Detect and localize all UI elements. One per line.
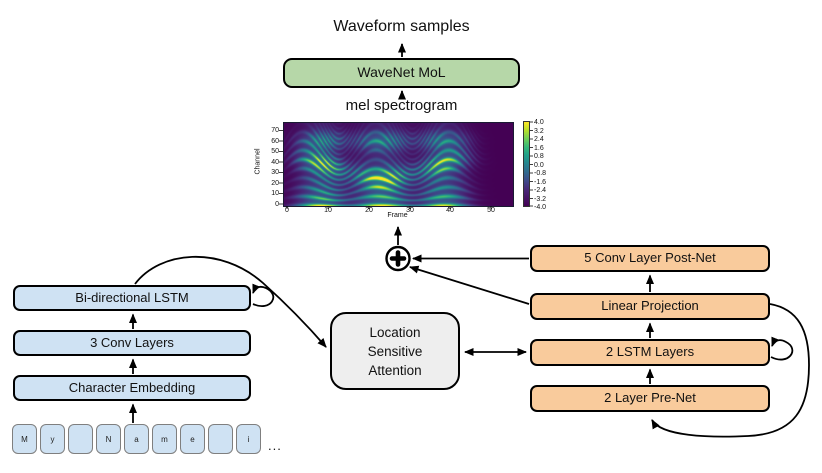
bilstm-recurrent-loop <box>252 283 275 307</box>
feedback-linearprojection-to-prenet <box>651 303 810 438</box>
x-tick: 30 <box>406 207 414 214</box>
colorbar <box>523 121 530 207</box>
token-box <box>68 424 93 454</box>
wavenet-mol-node: WaveNet MoL <box>283 58 520 88</box>
y-tick: 20 <box>271 179 279 187</box>
conv-layers-node: 3 Conv Layers <box>13 330 251 356</box>
x-tick: 0 <box>285 207 289 214</box>
cbar-tick: -1.6 <box>534 178 547 186</box>
token-box: M <box>12 424 37 454</box>
waveform-samples-label: Waveform samples <box>333 18 470 35</box>
conv-layers-label: 3 Conv Layers <box>90 334 174 350</box>
character-embedding-label: Character Embedding <box>68 379 196 395</box>
bidirectional-lstm-node: Bi-directional LSTM <box>13 285 251 311</box>
x-tick: 10 <box>324 207 332 214</box>
x-tick: 20 <box>365 207 373 214</box>
cbar-tick: -2.4 <box>534 187 547 194</box>
y-tick: 0 <box>275 200 279 208</box>
postnet-label: 5 Conv Layer Post-Net <box>584 250 716 266</box>
linear-projection-node: Linear Projection <box>530 293 770 320</box>
mel-spectrogram-label: mel spectrogram <box>345 97 458 114</box>
token-box: i <box>236 424 261 454</box>
mel-spectrogram-heatmap <box>283 122 514 207</box>
y-tick: 10 <box>271 190 279 197</box>
cbar-tick: 4.0 <box>534 119 544 126</box>
attention-label-line1: Location <box>369 324 421 340</box>
lstm-layers-node: 2 LSTM Layers <box>530 339 770 366</box>
character-embedding-node: Character Embedding <box>13 375 251 401</box>
cbar-tick: 2.4 <box>534 136 544 143</box>
token-box: N <box>96 424 121 454</box>
token-box: a <box>124 424 149 454</box>
attention-label-line3: Attention <box>368 362 422 378</box>
spectrogram-y-axis-title: Channel <box>254 148 262 175</box>
arrow-linearprojection-to-sum <box>409 265 530 305</box>
wavenet-mol-label: WaveNet MoL <box>357 64 446 81</box>
cbar-tick: 1.6 <box>534 144 544 152</box>
token-box: e <box>180 424 205 454</box>
x-tick: 50 <box>487 207 495 214</box>
linear-projection-label: Linear Projection <box>601 298 699 314</box>
bidirectional-lstm-label: Bi-directional LSTM <box>75 289 189 305</box>
y-tick: 30 <box>271 169 279 176</box>
cbar-tick: -4.0 <box>534 204 547 211</box>
sum-plus-icon <box>385 245 411 272</box>
y-tick: 70 <box>271 127 279 134</box>
prenet-label: 2 Layer Pre-Net <box>604 390 696 406</box>
token-box: m <box>152 424 177 454</box>
token-ellipsis: ... <box>268 438 282 453</box>
y-tick: 40 <box>271 158 279 166</box>
lstm-recurrent-loop <box>770 336 794 361</box>
x-tick: 40 <box>446 207 454 214</box>
cbar-tick: 3.2 <box>534 127 544 135</box>
cbar-tick: 0.8 <box>534 153 544 160</box>
cbar-tick: -3.2 <box>534 195 547 203</box>
prenet-node: 2 Layer Pre-Net <box>530 385 770 412</box>
token-box <box>208 424 233 454</box>
y-tick: 60 <box>271 137 279 145</box>
postnet-node: 5 Conv Layer Post-Net <box>530 245 770 272</box>
attention-label-line2: Sensitive <box>367 343 423 359</box>
cbar-tick: 0.0 <box>534 161 544 169</box>
spectrogram-x-axis-title: Frame <box>387 212 408 219</box>
lstm-layers-label: 2 LSTM Layers <box>605 344 695 360</box>
token-box: y <box>40 424 65 454</box>
cbar-tick: -0.8 <box>534 170 547 177</box>
y-tick: 50 <box>271 148 279 155</box>
location-sensitive-attention-node: Location Sensitive Attention <box>330 312 460 390</box>
